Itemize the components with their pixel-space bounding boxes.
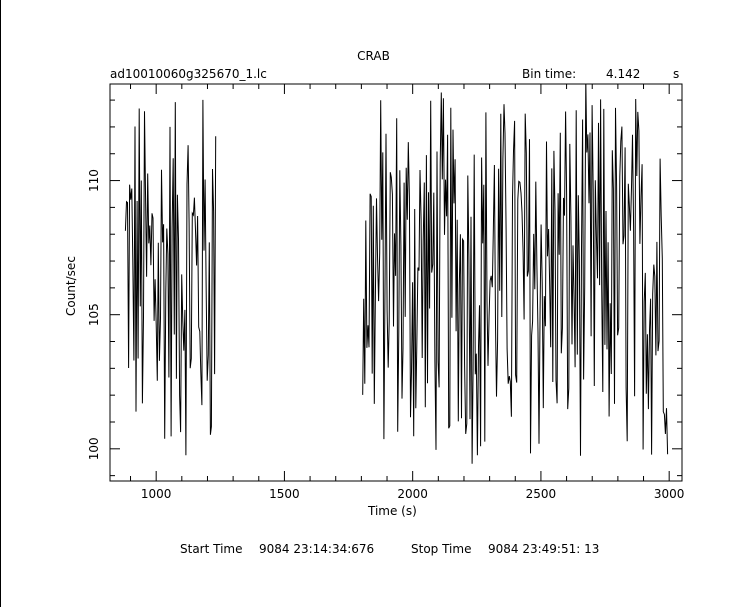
start-time-label: Start Time [180, 542, 243, 556]
stop-time-label: Stop Time [411, 542, 472, 556]
bin-time-unit: s [673, 67, 680, 81]
window-left-border [0, 0, 1, 607]
x-axis-label: Time (s) [368, 504, 417, 518]
y-tick-label: 100 [87, 437, 101, 460]
x-tick-label: 1000 [141, 487, 172, 501]
stop-time-value: 9084 23:49:51: 13 [488, 542, 600, 556]
x-tick-label: 3000 [654, 487, 685, 501]
filename-label: ad10010060g325670_1.lc [110, 67, 267, 81]
y-axis-label: Count/sec [64, 256, 78, 316]
plot-frame [109, 83, 683, 482]
light-curve-segment-2 [362, 84, 669, 464]
light-curve-segment-1 [124, 99, 217, 456]
x-tick-label: 2500 [526, 487, 557, 501]
chart-title: CRAB [357, 49, 390, 63]
bin-time-label: Bin time: [522, 67, 577, 81]
y-tick-label: 105 [87, 303, 101, 326]
x-tick-label: 1500 [269, 487, 300, 501]
start-time-value: 9084 23:14:34:676 [259, 542, 375, 556]
plot-marks: 1000 1500 2000 2500 3000 100 105 110 [87, 84, 685, 501]
bin-time-value: 4.142 [606, 67, 641, 81]
x-tick-label: 2000 [397, 487, 428, 501]
y-tick-label: 110 [87, 169, 101, 192]
